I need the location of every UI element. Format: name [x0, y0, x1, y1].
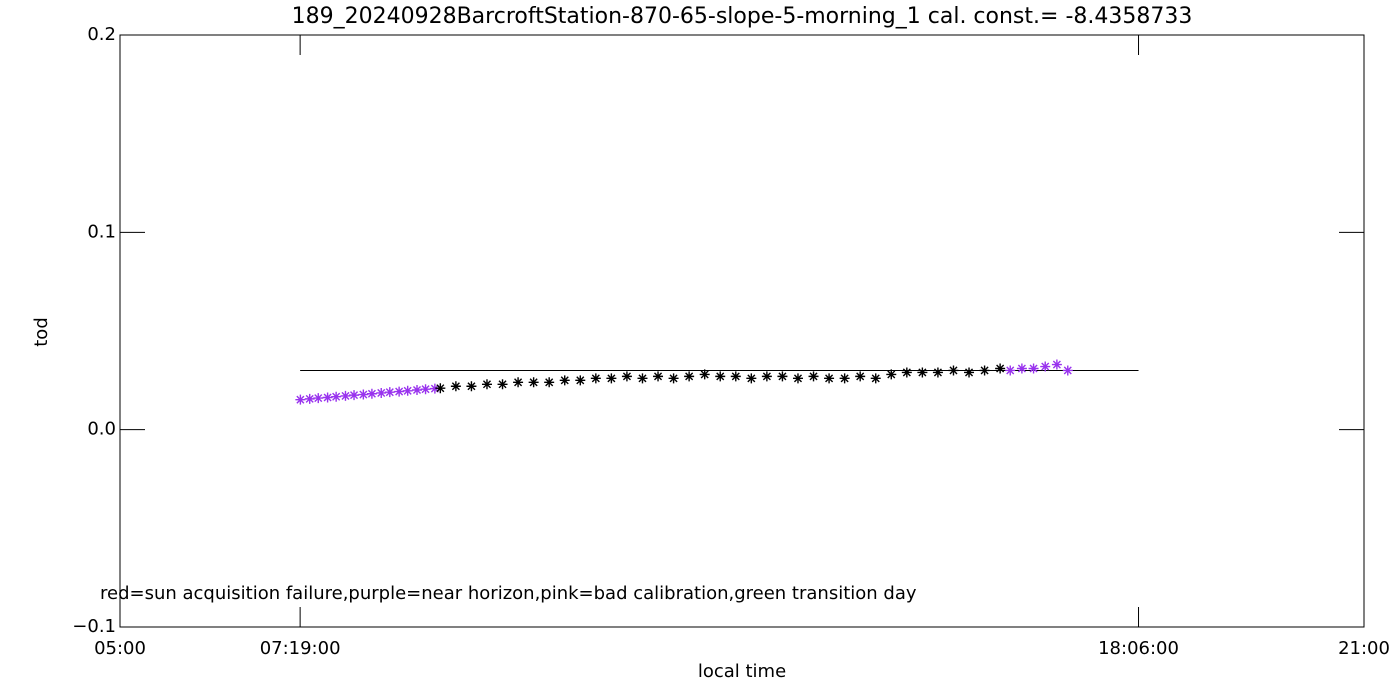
data-point	[435, 383, 446, 394]
data-point	[948, 365, 959, 376]
data-point	[1040, 361, 1051, 372]
data-point	[932, 367, 943, 378]
data-point	[901, 367, 912, 378]
data-point	[340, 390, 351, 401]
data-point	[746, 373, 757, 384]
data-point	[402, 385, 413, 396]
data-point	[684, 371, 695, 382]
data-point	[637, 373, 648, 384]
plot-frame	[119, 34, 1365, 628]
data-point	[358, 389, 369, 400]
data-point	[761, 371, 772, 382]
data-point	[420, 384, 431, 395]
data-point	[412, 385, 423, 396]
data-point	[606, 373, 617, 384]
data-point	[1005, 365, 1016, 376]
data-point	[699, 369, 710, 380]
data-point	[295, 394, 306, 405]
data-point	[429, 383, 440, 394]
x-tick-label: 05:00	[94, 638, 146, 659]
y-axis-label: tod	[31, 317, 52, 347]
data-point	[376, 387, 387, 398]
data-point	[528, 377, 539, 388]
data-point	[1051, 359, 1062, 370]
data-point	[653, 371, 664, 382]
data-point	[394, 386, 405, 397]
data-point	[870, 373, 881, 384]
data-point	[668, 373, 679, 384]
data-point	[590, 373, 601, 384]
data-point	[792, 373, 803, 384]
data-point	[450, 381, 461, 392]
data-point	[917, 367, 928, 378]
data-point	[466, 381, 477, 392]
data-point	[313, 393, 324, 404]
data-point	[777, 371, 788, 382]
annotation: red=sun acquisition failure,purple=near …	[100, 583, 917, 604]
data-point	[1016, 363, 1027, 374]
x-tick-label: 21:00	[1338, 638, 1390, 659]
data-point	[979, 365, 990, 376]
data-point	[808, 371, 819, 382]
data-point	[575, 375, 586, 386]
chart-title: 189_20240928BarcroftStation-870-65-slope…	[292, 4, 1193, 29]
data-point	[322, 392, 333, 403]
y-tick-label: −0.1	[72, 616, 116, 637]
data-point	[366, 388, 377, 399]
data-point	[824, 373, 835, 384]
data-point	[559, 375, 570, 386]
y-tick-label: 0.1	[87, 221, 116, 242]
data-point	[964, 367, 975, 378]
x-tick-label: 07:19:00	[260, 638, 341, 659]
data-point	[839, 373, 850, 384]
data-point	[544, 377, 555, 388]
data-point	[855, 371, 866, 382]
y-tick-label: 0.2	[87, 24, 116, 45]
data-point	[497, 379, 508, 390]
data-point	[886, 369, 897, 380]
x-axis-label: local time	[698, 661, 786, 682]
data-point	[304, 393, 315, 404]
data-point	[715, 371, 726, 382]
data-point	[513, 377, 524, 388]
x-tick-label: 18:06:00	[1098, 638, 1179, 659]
data-point	[481, 379, 492, 390]
data-point	[1062, 365, 1073, 376]
data-point	[331, 391, 342, 402]
data-point	[349, 390, 360, 401]
data-point	[1028, 363, 1039, 374]
data-point	[621, 371, 632, 382]
y-tick-label: 0.0	[87, 419, 116, 440]
data-point	[384, 387, 395, 398]
data-point	[995, 363, 1006, 374]
data-point	[730, 371, 741, 382]
